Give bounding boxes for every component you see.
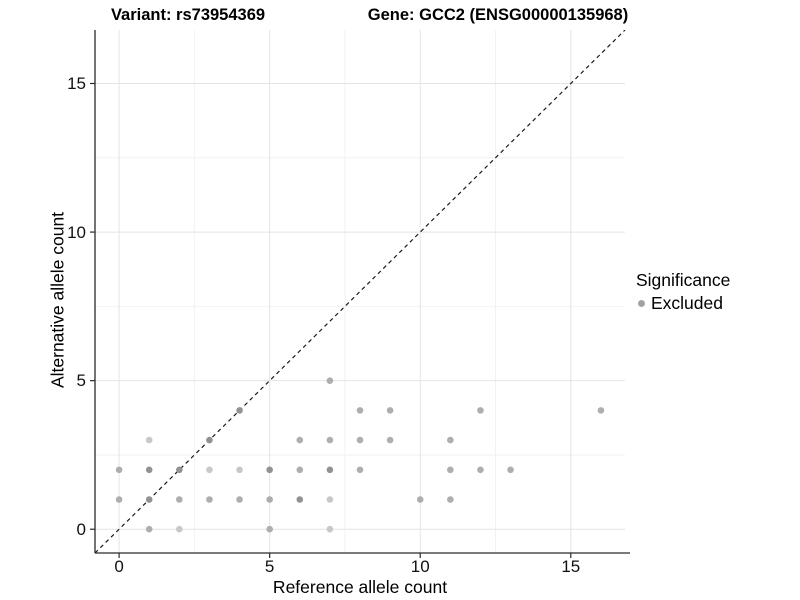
data-point [597,407,605,414]
data-point [176,496,183,503]
gene-title: Gene: GCC2 (ENSG00000135968) [367,6,629,24]
data-point [296,436,304,444]
y-tick-label: 10 [67,222,86,242]
data-point [447,436,454,444]
legend: Significance Excluded [636,270,730,314]
data-point [115,466,123,474]
data-point [145,496,153,503]
data-point [206,436,213,444]
data-point [356,407,364,414]
data-point [447,466,454,474]
data-point [386,436,394,444]
plot-panel [90,30,630,558]
data-point [266,496,273,503]
data-point [416,496,424,503]
data-point [326,466,334,474]
data-point [326,436,334,444]
x-tick-label: 15 [561,557,581,576]
data-point [507,466,514,474]
data-point [145,466,153,474]
data-point [145,525,153,533]
data-point [326,377,334,384]
data-point [386,407,394,414]
data-point [236,466,243,474]
data-point [326,525,334,533]
legend-item-label: Excluded [651,293,723,313]
data-point [206,496,213,503]
data-point [356,436,364,444]
data-point [176,525,183,533]
y-tick-label: 0 [76,519,86,539]
data-point [176,466,183,474]
data-point [326,496,334,503]
legend-item: Excluded [638,293,730,314]
y-tick-label: 5 [76,371,86,391]
data-point [296,496,304,503]
data-point [236,407,243,414]
data-point [266,466,273,474]
data-point [477,466,484,474]
data-point [115,496,123,503]
data-point [206,466,213,474]
y-tick-label: 15 [67,73,86,93]
data-point [477,407,484,414]
x-tick-label: 0 [114,557,124,576]
identity-line [94,30,626,554]
data-point [296,466,304,474]
x-tick-label: 10 [410,557,430,576]
legend-point-icon [638,300,645,307]
data-point [447,496,454,503]
variant-title: Variant: rs73954369 [110,6,266,24]
x-tick-label: 5 [264,557,275,576]
data-point [236,496,243,503]
data-point [356,466,364,474]
data-point [145,436,153,444]
legend-title: Significance [636,270,731,290]
x-axis-title: Reference allele count [272,577,448,597]
data-point [266,525,273,533]
